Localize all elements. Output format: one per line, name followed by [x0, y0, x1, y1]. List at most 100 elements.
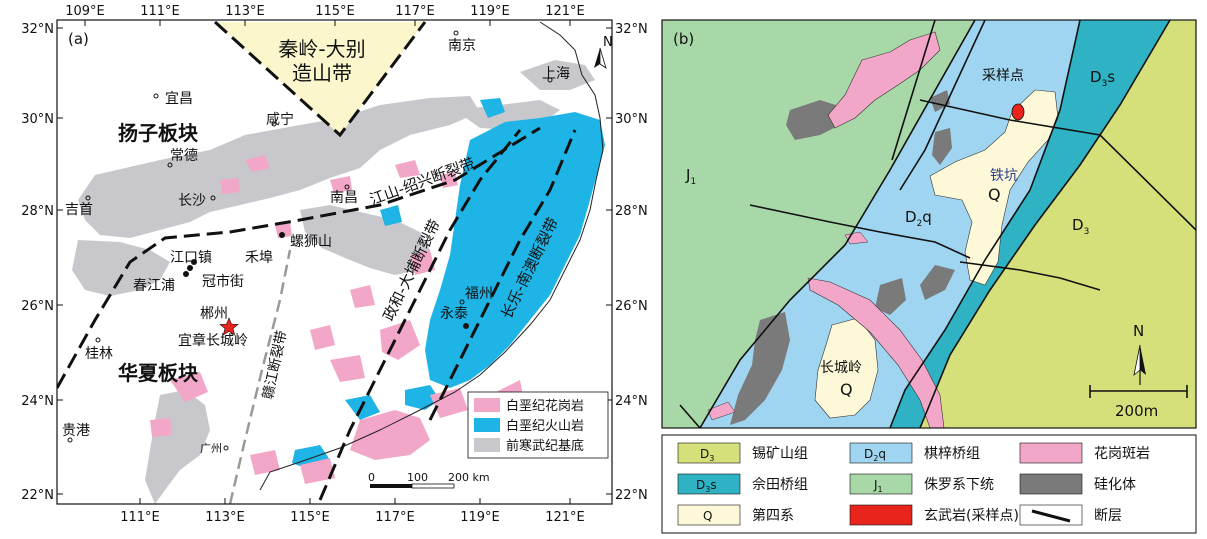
- city-chunjiangpu: 春江浦: [133, 278, 175, 294]
- silicified-1: [786, 100, 845, 140]
- city-luoshishan: 螺狮山: [290, 234, 332, 250]
- legend-a-granite: 白垩纪花岗岩: [506, 398, 584, 414]
- city-nanchang: 南昌: [330, 190, 358, 206]
- city-guigang: 贵港: [62, 423, 90, 439]
- tick-right-32: 32°N: [615, 22, 648, 37]
- ganjiang-fault: [228, 249, 292, 504]
- tick-right-28: 28°N: [615, 204, 648, 219]
- sample-site-markers: [183, 232, 469, 329]
- tick-left-24: 24°N: [21, 394, 54, 409]
- q-main-label: Q: [988, 185, 1001, 204]
- tick-bottom-119: 119°E: [460, 510, 500, 525]
- basalt-sample: [1011, 103, 1025, 121]
- tick-bottom-121: 121°E: [545, 510, 585, 525]
- legend-b-j1: 侏罗系下统: [924, 477, 994, 493]
- right-ticks: 32°N 30°N 28°N 26°N 24°N 22°N: [615, 22, 648, 503]
- city-fuzhou: 福州: [465, 286, 493, 302]
- scale-bar-b: 200m: [1089, 385, 1188, 420]
- belt-boundary: [213, 20, 427, 138]
- legend-a-volcanic: 白垩纪火山岩: [506, 418, 584, 434]
- north-arrow-a: N: [594, 35, 613, 69]
- unit-d3s: [890, 20, 1170, 428]
- city-yongtai: 永泰: [440, 306, 468, 322]
- scale-b-label: 200m: [1115, 402, 1158, 420]
- city-nanjing: 南京: [448, 38, 476, 54]
- tick-top-121: 121°E: [545, 4, 585, 19]
- legend-b-granite: 花岗斑岩: [1094, 446, 1150, 462]
- tiekeng-label: 铁坑: [990, 168, 1018, 184]
- city-guangzhou: 广州: [200, 442, 222, 455]
- city-changde: 常德: [170, 148, 198, 164]
- yangtze-block-label: 扬子板块: [118, 121, 199, 145]
- legend-b: D3 锡矿山组 D2q 棋梓桥组 花岗斑岩 D3s 佘田桥组 J1 侏罗系下统 …: [661, 434, 1197, 534]
- silicified-2: [932, 128, 952, 165]
- tick-left-22: 22°N: [21, 488, 54, 503]
- sample-point-label: 采样点: [982, 68, 1024, 84]
- qinling-dabie-belt: [215, 22, 425, 135]
- legend-b-q: 第四系: [752, 507, 794, 524]
- zhenghe-dapu-fault: [318, 129, 522, 501]
- tick-left-26: 26°N: [21, 299, 54, 314]
- north-label-a: N: [603, 35, 613, 50]
- city-chenzhou: 郴州: [200, 306, 228, 322]
- tick-left-28: 28°N: [21, 204, 54, 219]
- unit-q-changchengling: [814, 317, 879, 419]
- legend-b-d3: 锡矿山组: [752, 446, 808, 462]
- city-hebu: 禾埠: [245, 249, 273, 266]
- panel-a-ticks: [57, 20, 612, 504]
- basement-areas: [72, 60, 595, 504]
- legend-a-volcanic-swatch: [474, 418, 500, 432]
- coastline: [259, 21, 604, 491]
- scale-end: 200 km: [448, 471, 490, 484]
- changle-nanao-fault: [428, 129, 577, 421]
- tick-bottom-111: 111°E: [120, 510, 160, 525]
- city-yizhang: 宜章长城岭: [178, 332, 248, 349]
- tick-top-117: 117°E: [395, 4, 435, 19]
- city-jiangkouzhen: 江口镇: [170, 250, 212, 266]
- svg-text:Q: Q: [703, 509, 712, 523]
- granite-porphyry-1: [827, 31, 941, 129]
- tick-right-24: 24°N: [615, 394, 648, 409]
- city-labels: 南京 上海 宜昌 咸宁 常德 南昌 吉首 长沙 螺狮山 禾埠 江口镇 冠市街 春…: [62, 38, 570, 455]
- city-shanghai: 上海: [542, 66, 570, 82]
- city-xianning: 咸宁: [266, 111, 294, 128]
- unit-d2q: [700, 20, 1080, 428]
- granite-areas: [150, 155, 525, 484]
- legend-a: 白垩纪花岗岩 白垩纪火山岩 前寒武纪基底: [467, 391, 609, 459]
- city-changsha: 长沙: [178, 193, 206, 209]
- granite-porphyry-4: [707, 401, 736, 421]
- left-ticks: 32°N 30°N 28°N 26°N 24°N 22°N: [21, 22, 54, 503]
- changchengling-label: 长城岭: [820, 360, 862, 376]
- legend-b-d3s: 佘田桥组: [752, 476, 808, 493]
- north-label-b: N: [1133, 322, 1144, 340]
- svg-text:D3s: D3s: [696, 478, 717, 494]
- bottom-ticks: 111°E 113°E 115°E 117°E 119°E 121°E: [120, 510, 585, 525]
- panel-a: 109°E 111°E 113°E 115°E 117°E 119°E 121°…: [21, 4, 648, 525]
- panel-a-label: (a): [68, 30, 89, 48]
- faults-b: [679, 20, 1196, 428]
- scale-mid: 100: [407, 471, 428, 484]
- tick-right-26: 26°N: [615, 299, 648, 314]
- silicified-5: [875, 278, 906, 315]
- legend-a-basement: 前寒武纪基底: [506, 438, 584, 454]
- belt-name-line2: 造山带: [292, 61, 352, 85]
- legend-b-basalt: 玄武岩(采样点): [924, 507, 1019, 524]
- scale-zero: 0: [368, 471, 375, 484]
- legend-a-basement-swatch: [474, 438, 500, 452]
- tick-bottom-117: 117°E: [375, 510, 415, 525]
- tick-left-30: 30°N: [21, 112, 54, 127]
- belt-name-line1: 秦岭-大别: [278, 37, 365, 61]
- legend-a-granite-swatch: [474, 398, 500, 412]
- silicified-3: [920, 265, 955, 300]
- legend-b-d2q: 棋梓桥组: [924, 446, 980, 462]
- svg-text:D2q: D2q: [864, 447, 886, 463]
- tick-top-115: 115°E: [315, 4, 355, 19]
- panel-b: (b) 采样点 铁坑 Q 长城岭 Q J1 D2q D3 D3s N 200m …: [661, 19, 1197, 534]
- city-guilin: 桂林: [85, 346, 113, 362]
- tick-top-119: 119°E: [470, 4, 510, 19]
- tick-top-113: 113°E: [225, 4, 265, 19]
- q-lower-label: Q: [840, 380, 853, 399]
- city-yichang: 宜昌: [165, 91, 193, 107]
- tick-left-32: 32°N: [21, 22, 54, 37]
